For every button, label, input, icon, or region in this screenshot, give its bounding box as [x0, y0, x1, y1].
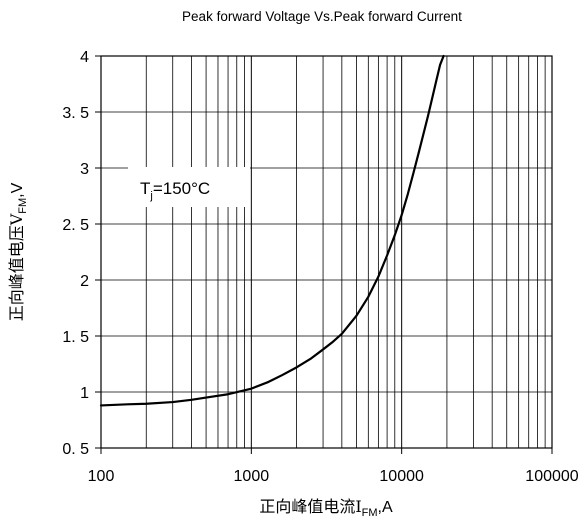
- annotation-main: T: [140, 179, 150, 198]
- x-tick-label: 100000: [525, 468, 578, 485]
- y-tick-label: 2: [80, 273, 89, 290]
- y-axis-label: 正向峰值电压VFM,V: [7, 182, 29, 321]
- x-axis-label-sub: FM: [362, 507, 378, 519]
- annotation-box: [128, 167, 250, 207]
- annotation-rest: =150°C: [153, 179, 210, 198]
- annotation: Tj=150°C: [140, 179, 210, 202]
- grid: [101, 56, 552, 448]
- ticks: 0. 5 1 1. 5 2 2. 5 3 3. 5 4 100 1000 10000 100000: [62, 49, 578, 485]
- x-tick-label: 100: [88, 468, 115, 485]
- y-tick-label: 2. 5: [62, 217, 89, 234]
- x-tick-label: 10000: [379, 468, 424, 485]
- series-line: [99, 54, 445, 407]
- y-axis-label-main: 正向峰值电压V: [7, 213, 26, 321]
- x-tick-label: 1000: [234, 468, 270, 485]
- y-tick-label: 3. 5: [62, 105, 89, 122]
- y-tick-label: 1. 5: [62, 329, 89, 346]
- y-tick-label: 4: [80, 49, 89, 66]
- plot-frame: [100, 55, 553, 449]
- y-tick-label: 3: [80, 161, 89, 178]
- x-axis-label-unit: ,A: [378, 499, 393, 516]
- y-tick-label: 0. 5: [62, 441, 89, 458]
- chart-title: Peak forward Voltage Vs.Peak forward Cur…: [182, 9, 462, 24]
- y-axis-label-unit: ,V: [9, 182, 26, 197]
- x-axis-label: 正向峰值电流IFM,A: [259, 497, 393, 519]
- x-axis-label-main: 正向峰值电流I: [259, 497, 361, 516]
- y-tick-label: 1: [80, 385, 89, 402]
- series: [99, 54, 445, 407]
- y-axis-label-sub: FM: [17, 198, 29, 214]
- annotation-sub: j: [149, 190, 152, 202]
